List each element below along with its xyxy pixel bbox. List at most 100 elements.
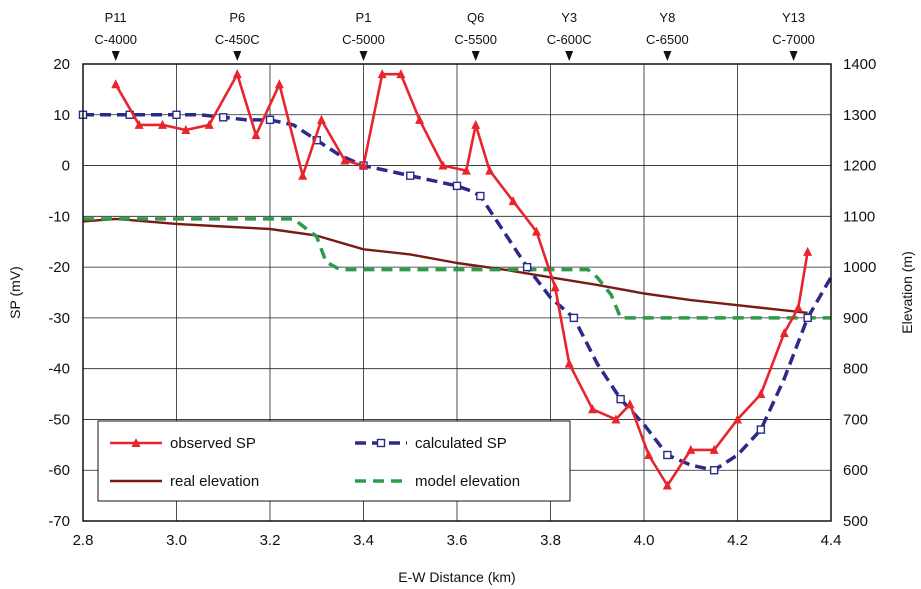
- y-tick-label: -60: [48, 462, 70, 479]
- observed-sp-point: [111, 79, 121, 89]
- y-tick-label: 0: [62, 158, 70, 175]
- calculated-sp-point: [803, 313, 812, 323]
- observed-sp-point: [508, 196, 518, 206]
- model-elevation-line: [83, 217, 831, 320]
- y-tick-label: -70: [48, 513, 70, 530]
- y-tick-label: -10: [48, 208, 70, 225]
- legend: observed SP calculated SP real elevation mo…: [97, 420, 571, 502]
- y2-tick-label: 700: [843, 411, 868, 428]
- y2-tick-label: 1000: [843, 259, 876, 276]
- station-name-label: P6: [229, 10, 245, 25]
- station-markers: P11 C-4000 P6 C-450C P1 C-5000 Q6 C-5500 Y3 C-600…: [94, 10, 815, 61]
- y-tick-label: -40: [48, 361, 70, 378]
- observed-sp-point: [340, 155, 350, 165]
- y-tick-label: -30: [48, 310, 70, 327]
- station-code-label: C-4000: [94, 32, 137, 47]
- legend-triangle-icon: [131, 438, 141, 447]
- station-arrow-icon: [359, 51, 368, 61]
- y2-tick-label: 1200: [843, 158, 876, 175]
- observed-sp-point: [298, 170, 308, 180]
- x-tick-label: 4.0: [634, 532, 655, 549]
- legend-entries: observed SP calculated SP real elevation mo…: [110, 435, 520, 490]
- y2-axis-title: Elevation (m): [899, 251, 915, 333]
- station-arrow-icon: [789, 51, 798, 61]
- y-axis-title: SP (mV): [7, 266, 23, 319]
- x-tick-label: 2.8: [73, 532, 94, 549]
- observed-sp-point: [438, 160, 448, 170]
- y2-tick-label: 1300: [843, 107, 876, 124]
- observed-sp-point: [644, 449, 654, 459]
- station-arrow-icon: [111, 51, 120, 61]
- y2-tick-label: 600: [843, 462, 868, 479]
- station-arrow-icon: [663, 51, 672, 61]
- station-code-label: C-6500: [646, 32, 689, 47]
- calculated-sp-point: [569, 313, 579, 323]
- x-tick-label: 3.6: [447, 532, 468, 549]
- x-tick-label: 3.2: [260, 532, 281, 549]
- observed-sp-point: [181, 125, 191, 135]
- station-code-label: C-5000: [342, 32, 385, 47]
- station-code-label: C-5500: [454, 32, 497, 47]
- calculated-sp-point: [663, 450, 672, 460]
- x-tick-label: 3.8: [540, 532, 561, 549]
- x-tick-label: 4.2: [727, 532, 748, 549]
- x-tick-labels: 2.8 3.0 3.2 3.4 3.6 3.8 4.0 4.2 4.4: [73, 532, 842, 549]
- x-tick-label: 4.4: [821, 532, 842, 549]
- y-tick-label: 10: [53, 107, 70, 124]
- series-layer: [78, 69, 833, 490]
- observed-sp-point: [204, 119, 214, 129]
- y2-tick-label: 1100: [843, 208, 875, 225]
- calculated-sp-point: [709, 466, 719, 475]
- observed-sp-point: [588, 404, 598, 414]
- observed-sp-point: [274, 79, 284, 89]
- observed-sp-point: [625, 399, 635, 409]
- calculated-sp-point: [476, 191, 485, 201]
- observed-sp-point: [485, 165, 495, 175]
- station-name-label: P11: [105, 10, 127, 25]
- calculated-sp-point: [756, 425, 766, 434]
- station-name-label: Y13: [782, 10, 805, 25]
- calculated-sp-point: [522, 262, 532, 272]
- observed-sp-point: [756, 389, 766, 399]
- legend-square-icon: [376, 438, 386, 448]
- observed-sp-point: [531, 226, 541, 236]
- station-name-label: Q6: [467, 10, 484, 25]
- legend-label: model elevation: [415, 473, 520, 490]
- y-tick-label: -20: [48, 259, 70, 276]
- station-arrow-icon: [471, 51, 480, 61]
- observed-sp-point: [251, 130, 261, 140]
- observed-sp-point: [550, 282, 560, 292]
- observed-sp-point: [803, 246, 813, 256]
- y2-tick-label: 1400: [843, 56, 876, 73]
- observed-sp-point: [415, 114, 425, 124]
- observed-sp-point: [733, 414, 742, 424]
- plot-frame: [82, 63, 832, 522]
- calculated-sp-point: [616, 394, 625, 404]
- x-tick-label: 3.0: [166, 532, 187, 549]
- observed-sp-point: [662, 480, 672, 490]
- station-arrow-icon: [233, 51, 242, 61]
- observed-sp-point: [134, 119, 144, 129]
- station-code-label: C-7000: [772, 32, 815, 47]
- y2-tick-label: 800: [843, 361, 868, 378]
- legend-label: calculated SP: [415, 435, 507, 452]
- y2-tick-label: 500: [843, 513, 868, 530]
- observed-sp-point: [316, 114, 326, 124]
- observed-sp-point: [611, 414, 621, 424]
- y2-tick-label: 900: [843, 310, 868, 327]
- station-name-label: Y3: [561, 10, 577, 25]
- y-tick-label: -50: [48, 411, 70, 428]
- x-tick-label: 3.4: [353, 532, 374, 549]
- station-arrow-icon: [565, 51, 574, 61]
- real-elevation-line: [82, 217, 808, 314]
- y-tick-labels: 20 10 0 -10 -20 -30 -40 -50 -60 -70: [48, 56, 70, 530]
- observed-sp-point: [793, 302, 803, 312]
- y2-tick-labels: 1400 1300 1200 1100 1000 900 800 700 600 500: [843, 56, 876, 530]
- calculated-sp-point: [452, 181, 462, 191]
- observed-sp-point: [779, 328, 789, 338]
- observed-sp-point: [232, 69, 242, 79]
- station-code-label: C-450C: [215, 32, 260, 47]
- calculated-sp-point: [172, 110, 181, 119]
- observed-sp-point: [564, 358, 574, 368]
